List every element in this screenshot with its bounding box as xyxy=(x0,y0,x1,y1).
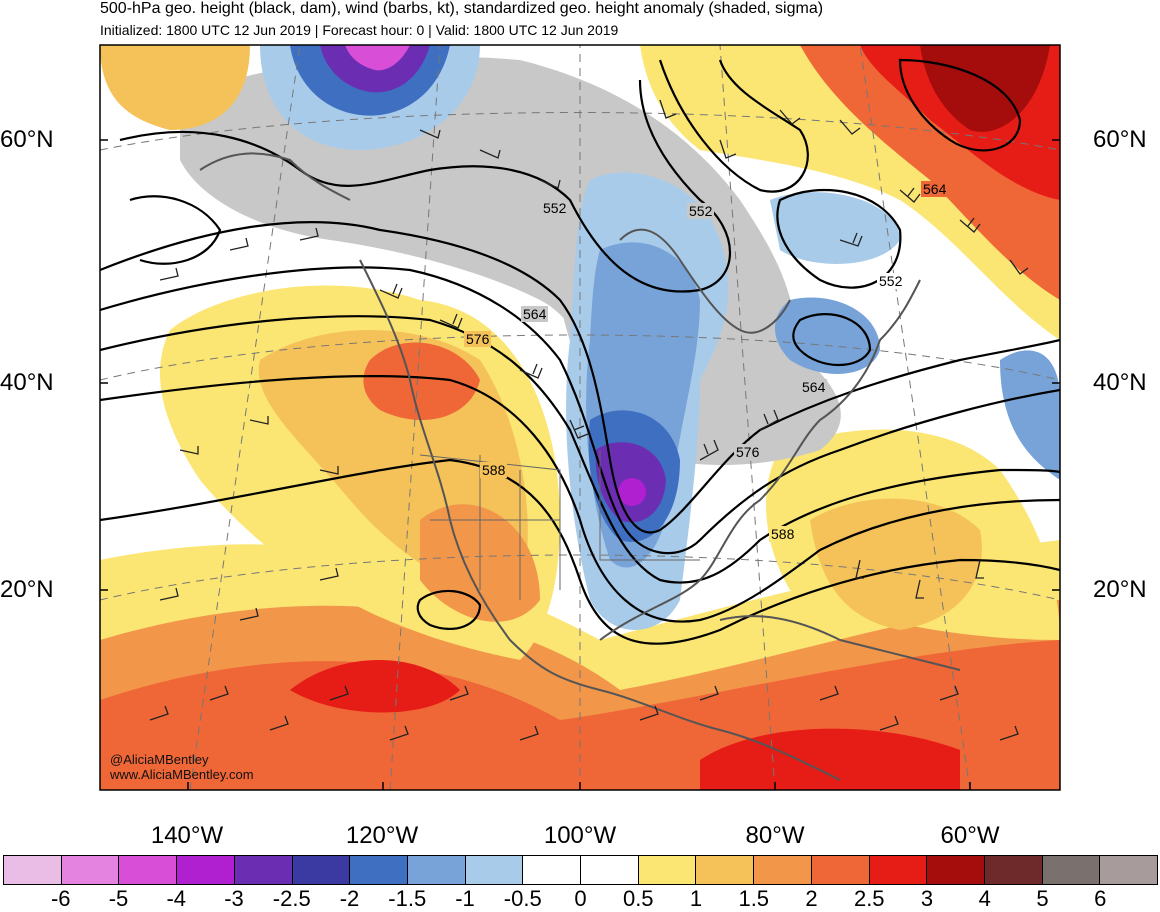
contour-label: 588 xyxy=(480,462,508,478)
lat-label-left: 40°N xyxy=(0,369,54,396)
colorbar-tick-label: 5 xyxy=(1036,886,1049,911)
credit-handle: @AliciaMBentley xyxy=(110,752,209,767)
colorbar-swatch xyxy=(465,856,524,884)
lat-label-right: 20°N xyxy=(1093,576,1147,603)
colorbar-swatch xyxy=(523,856,582,884)
colorbar-swatch xyxy=(407,856,466,884)
credit-website: www.AliciaMBentley.com xyxy=(110,767,254,782)
contour-label: 564 xyxy=(800,379,828,395)
colorbar-swatch xyxy=(234,856,293,884)
anomaly-region xyxy=(363,342,480,420)
figure-subtitle: Initialized: 1800 UTC 12 Jun 2019 | Fore… xyxy=(100,22,619,38)
colorbar-tick-label: -3 xyxy=(224,886,244,911)
colorbar-tick-label: -5 xyxy=(108,886,129,911)
colorbar-swatch xyxy=(581,856,639,884)
colorbar-swatch xyxy=(927,856,985,884)
colorbar-tick-label: -1.5 xyxy=(388,886,427,911)
colorbar-tick-label: -2 xyxy=(339,886,360,911)
colorbar-swatch xyxy=(696,856,755,884)
lon-label: 100°W xyxy=(543,822,617,849)
colorbar-swatch xyxy=(4,856,62,884)
contour-label: 552 xyxy=(541,200,569,216)
colorbar-tick-label: 1.5 xyxy=(738,886,770,911)
colorbar-swatch xyxy=(984,856,1043,884)
colorbar-swatch xyxy=(61,856,120,884)
lon-label: 80°W xyxy=(745,822,805,849)
lon-label: 60°W xyxy=(940,822,1000,849)
colorbar xyxy=(3,855,1158,885)
colorbar-swatch xyxy=(119,856,178,884)
colorbar-tick-label: 3 xyxy=(920,886,934,911)
colorbar-swatch xyxy=(177,856,235,884)
colorbar-tick-label: -6 xyxy=(50,886,71,911)
colorbar-tick-label: 0.5 xyxy=(622,886,654,911)
anomaly-region xyxy=(345,45,410,71)
lat-label-left: 20°N xyxy=(0,576,54,603)
anomaly-region xyxy=(810,498,982,630)
figure-title: 500-hPa geo. height (black, dam), wind (… xyxy=(100,0,824,17)
lon-label: 120°W xyxy=(345,822,419,849)
colorbar-swatch xyxy=(754,856,812,884)
contour-label: 576 xyxy=(464,331,492,347)
lat-label-left: 60°N xyxy=(0,126,54,153)
lon-label: 140°W xyxy=(150,822,224,849)
colorbar-swatch xyxy=(869,856,928,884)
contour-label: 564 xyxy=(521,306,549,322)
colorbar-tick-label: 6 xyxy=(1094,886,1107,911)
colorbar-tick-label: 4 xyxy=(978,886,991,911)
anomaly-region xyxy=(775,297,880,374)
colorbar-swatch xyxy=(292,856,351,884)
lat-label-right: 60°N xyxy=(1093,126,1147,153)
contour-label: 564 xyxy=(921,181,949,197)
colorbar-swatch xyxy=(1042,856,1101,884)
colorbar-swatch xyxy=(638,856,697,884)
colorbar-tick-label: 0 xyxy=(574,886,587,911)
contour-label: 552 xyxy=(687,203,715,219)
colorbar-tick-label: 2 xyxy=(805,886,818,911)
anomaly-region xyxy=(1000,350,1060,480)
colorbar-tick-label: -1 xyxy=(455,886,475,911)
anomaly-region xyxy=(100,45,250,130)
colorbar-swatch xyxy=(350,856,408,884)
contour-label: 552 xyxy=(877,273,905,289)
colorbar-tick-label: 1 xyxy=(689,886,703,911)
anomaly-region xyxy=(618,478,646,506)
lat-label-right: 40°N xyxy=(1093,369,1147,396)
contour-label: 576 xyxy=(734,444,762,460)
colorbar-tick-label: -4 xyxy=(166,886,187,911)
colorbar-tick-label: 2.5 xyxy=(853,886,885,911)
anomaly-region xyxy=(770,192,900,264)
colorbar-tick-label: -2.5 xyxy=(272,886,311,911)
colorbar-tick-label: -0.5 xyxy=(503,886,542,911)
colorbar-swatch xyxy=(811,856,870,884)
contour-label: 588 xyxy=(769,526,797,542)
colorbar-swatch xyxy=(1100,856,1158,884)
